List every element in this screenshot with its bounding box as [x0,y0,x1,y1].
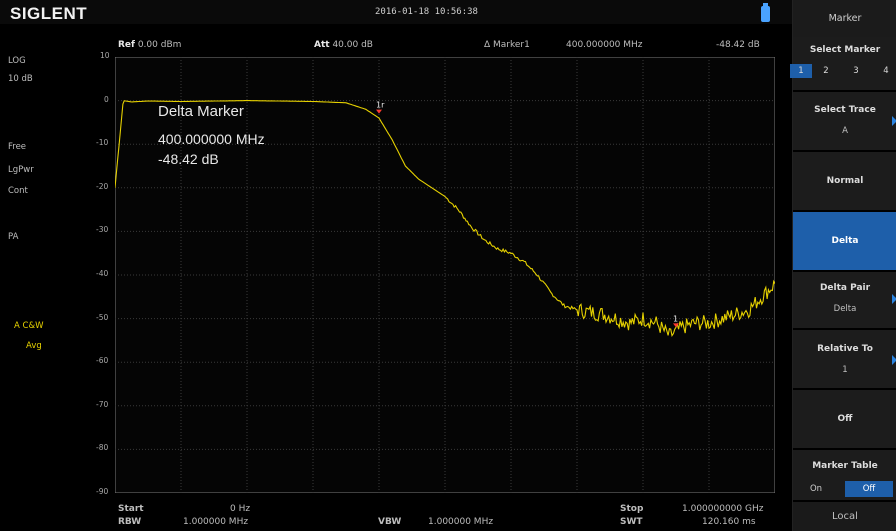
delta-pair-value: Delta [833,304,857,314]
select-trace-value: A [842,126,848,136]
y-tick-label: -80 [96,443,109,453]
normal-button[interactable]: Normal [793,152,896,212]
rbw-value: 1.000000 MHz [183,517,249,527]
overlay-value: -48.42 dB [158,151,219,167]
delta-pair-label: Delta Pair [819,283,871,293]
delta-marker [673,323,679,328]
swt-value: 120.160 ms [702,517,756,527]
trace-a-status: A C&W [14,321,44,331]
local-button[interactable]: Local [793,502,896,531]
reference-marker [376,109,382,114]
y-tick-label: -50 [96,312,109,322]
y-tick-label: -10 [96,138,109,148]
top-bar: SIGLENT 2016-01-18 10:56:38 [0,0,792,24]
vbw-value: 1.000000 MHz [428,517,494,527]
y-tick-label: 0 [104,94,109,104]
marker-header-freq: 400.000000 MHz [566,40,643,50]
spectrum-plot[interactable]: 1r 1 [115,57,775,493]
marker-table-off[interactable]: Off [845,481,893,497]
off-button[interactable]: Off [793,390,896,450]
submenu-arrow-icon [892,294,896,304]
trace-a-line [115,100,775,338]
marker-number-1[interactable]: 1 [790,64,812,78]
select-trace-label: Select Trace [814,105,876,115]
y-tick-label: -60 [96,356,109,366]
select-marker-button[interactable]: Select Marker [793,37,896,92]
spectrum-svg: 1r 1 [115,57,775,493]
start-value: 0 Hz [230,504,251,514]
trigger-mode: Free [8,142,27,152]
off-label: Off [837,414,853,424]
y-tick-label: -40 [96,269,109,278]
swt-label: SWT [620,517,643,527]
attenuation: Att 40.00 dB [314,40,373,50]
select-trace-button[interactable]: Select Trace A [793,92,896,152]
local-label: Local [832,511,858,522]
menu-title: Marker [793,0,896,37]
y-tick-label: 10 [100,51,110,60]
datetime: 2016-01-18 10:56:38 [375,7,478,17]
stop-value: 1.000000000 GHz [682,504,764,514]
marker-number-2[interactable]: 2 [823,66,829,76]
delta-pair-button[interactable]: Delta Pair Delta [793,272,896,330]
y-tick-label: -90 [96,487,109,496]
rbw-label: RBW [118,517,142,527]
marker-number-3[interactable]: 3 [853,66,859,76]
vbw-label: VBW [378,517,402,527]
scale-div: 10 dB [8,74,33,84]
marker-table-on[interactable]: On [809,484,823,494]
stop-label: Stop [620,504,644,514]
battery-icon [761,3,770,22]
relative-to-button[interactable]: Relative To 1 [793,330,896,390]
delta-label: Delta [831,236,859,246]
delta-button[interactable]: Delta [793,212,896,272]
submenu-arrow-icon [892,355,896,365]
reference-marker-label: 1r [376,101,385,110]
y-tick-label: -30 [96,225,109,235]
overlay-title: Delta Marker [158,103,244,120]
overlay-freq: 400.000000 MHz [158,131,265,147]
ref-level: Ref 0.00 dBm [118,40,182,50]
marker-header-value: -48.42 dB [716,40,760,50]
detector-mode: LgPwr [8,165,34,175]
marker-header-label: Δ Marker1 [484,40,530,50]
delta-marker-label: 1 [673,314,678,323]
preamp-status: PA [8,232,19,242]
relative-to-value: 1 [842,365,848,375]
y-tick-label: -70 [96,399,109,409]
y-tick-label: -20 [96,181,109,191]
marker-menu: Marker Select Marker 1 2 3 4 Select Trac… [790,0,896,531]
relative-to-label: Relative To [817,344,873,354]
trace-mode: Avg [26,341,42,351]
submenu-arrow-icon [892,116,896,126]
sweep-mode: Cont [8,186,28,196]
marker-table-label: Marker Table [812,461,878,471]
select-marker-label: Select Marker [809,45,881,55]
marker-number-4[interactable]: 4 [883,66,889,76]
brand-logo: SIGLENT [10,4,88,23]
left-status-panel: LOG 10 dB Free LgPwr Cont PA A C&W Avg [0,24,108,531]
start-label: Start [118,504,144,514]
scale-mode: LOG [8,56,26,66]
normal-label: Normal [826,176,864,186]
